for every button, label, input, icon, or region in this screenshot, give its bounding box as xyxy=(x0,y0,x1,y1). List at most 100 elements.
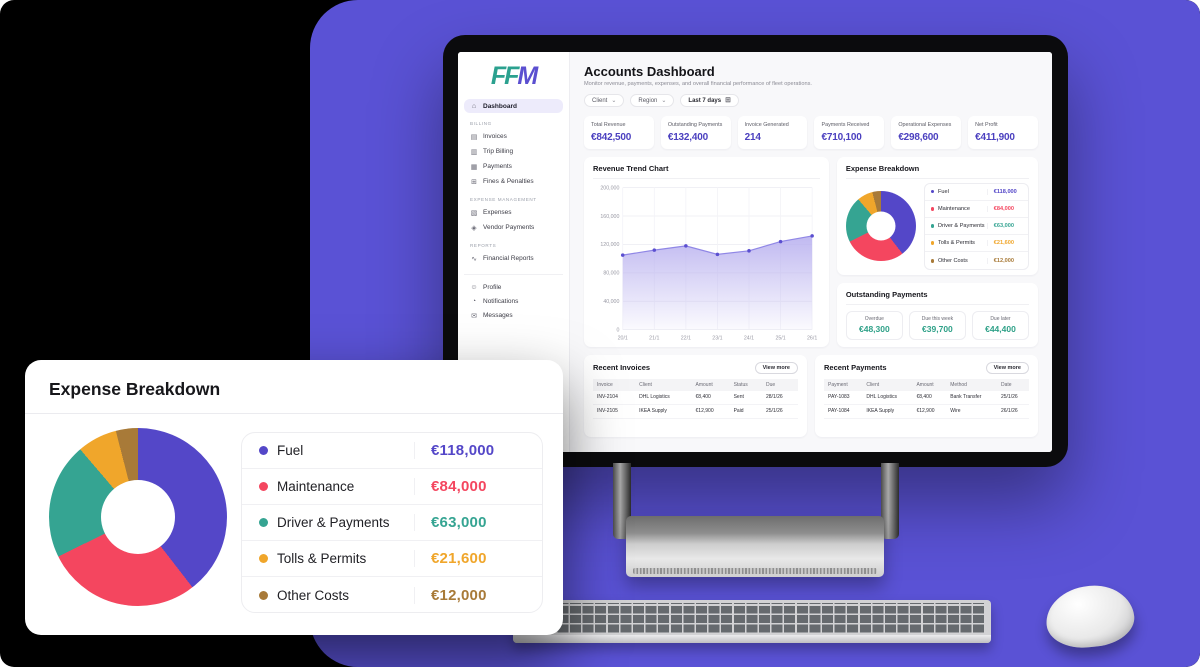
logo-part-purple: M xyxy=(517,62,538,90)
sidebar-item-invoices[interactable]: ▤ Invoices xyxy=(464,129,563,144)
legend-label: Other Costs xyxy=(277,587,350,603)
fines-penalties-icon: ⊞ xyxy=(471,178,477,186)
recent-invoices-card: Recent Invoices View more Invoice Client… xyxy=(584,354,807,437)
legend-value: €12,000 xyxy=(414,586,542,604)
svg-text:24/1: 24/1 xyxy=(744,335,754,341)
overdue-value: €48,300 xyxy=(859,323,890,334)
kpi-operational-expenses: Operational Expenses €298,600 xyxy=(891,116,962,149)
sidebar-item-label: Profile xyxy=(483,283,502,291)
keyboard-keys xyxy=(518,603,986,634)
cell: 25/1/26 xyxy=(996,390,1029,405)
kpi-value: €710,100 xyxy=(821,131,862,143)
dashboard-icon: ⌂ xyxy=(471,102,477,110)
kpi-label: Net Profit xyxy=(975,122,998,128)
sidebar-item-expenses[interactable]: ▧ Expenses xyxy=(464,205,563,220)
notifications-icon: ◔ xyxy=(471,297,477,305)
invoices-icon: ▤ xyxy=(470,133,478,141)
sidebar-item-financial-reports[interactable]: ∿ Financial Reports xyxy=(464,251,563,266)
profile-icon: ☺ xyxy=(470,283,478,291)
table-row[interactable]: PAY-1084 IKEA Supply €12,900 Wire 26/1/2… xyxy=(824,404,1029,419)
legend-value: €21,600 xyxy=(414,550,542,567)
kpi-net-profit: Net Profit €411,900 xyxy=(968,116,1038,149)
sidebar-item-profile[interactable]: ☺ Profile xyxy=(464,280,563,294)
svg-text:20/1: 20/1 xyxy=(618,335,628,341)
tolls-permits-dot xyxy=(259,554,268,563)
page-title: Accounts Dashboard xyxy=(584,64,715,79)
overdue-label: Overdue xyxy=(864,315,884,322)
expenses-icon: ▧ xyxy=(470,209,478,217)
kpi-invoice-generated: Invoice Generated 214 xyxy=(737,116,808,149)
messages-icon: ✉ xyxy=(471,312,477,320)
monitor-base xyxy=(626,516,884,577)
monitor-arm-right xyxy=(881,463,899,539)
sidebar-item-payments[interactable]: ▦ Payments xyxy=(464,159,563,174)
other-costs-dot xyxy=(930,259,935,263)
sidebar-item-label: Trip Billing xyxy=(483,148,514,155)
svg-text:25/1: 25/1 xyxy=(775,335,785,341)
legend-value: €84,000 xyxy=(986,205,1028,212)
sidebar-item-dashboard[interactable]: ⌂ Dashboard xyxy=(464,99,563,113)
kpi-payments-received: Payments Received €710,100 xyxy=(814,116,885,149)
kpi-value: 214 xyxy=(744,131,761,143)
driver-payments-dot xyxy=(259,518,268,527)
keyboard xyxy=(513,600,991,643)
legend-label: Tolls & Permits xyxy=(937,240,975,247)
popout-title: Expense Breakdown xyxy=(49,379,221,399)
legend-label: Tolls & Permits xyxy=(277,551,367,566)
recent-payments-title: Recent Payments xyxy=(824,363,887,372)
kpi-label: Outstanding Payments xyxy=(667,122,723,128)
invoices-view-more-button[interactable]: View more xyxy=(754,361,798,374)
cell: INV-2105 xyxy=(593,404,636,419)
driver-payments-dot xyxy=(930,224,935,228)
legend-row-fuel: Fuel €118,000 xyxy=(924,184,1028,201)
sidebar-item-label: Dashboard xyxy=(483,102,517,110)
sidebar-item-label: Payments xyxy=(483,163,512,170)
cell: DHL Logistics xyxy=(635,390,692,405)
expense-breakdown-popout-card: Expense Breakdown Fuel €118,000 Maintena… xyxy=(25,360,563,635)
vendor-payments-icon: ◈ xyxy=(471,224,477,232)
legend-label: Maintenance xyxy=(277,479,355,494)
popout-divider xyxy=(25,413,563,414)
col-amount: Amount xyxy=(691,378,730,391)
main-content: Accounts Dashboard Monitor revenue, paym… xyxy=(570,52,1052,452)
expense-legend: Fuel €118,000 Maintenance €84,000 Driver… xyxy=(923,182,1029,271)
col-date: Date xyxy=(996,378,1029,391)
table-row[interactable]: INV-2105 IKEA Supply €12,900 Paid 25/1/2… xyxy=(593,404,798,419)
sidebar-item-label: Invoices xyxy=(483,133,507,140)
base-vents xyxy=(633,568,877,574)
date-range-picker[interactable]: Last 7 days ⊞ xyxy=(680,94,739,107)
cell: €8,400 xyxy=(691,390,730,405)
cell: DHL Logistics xyxy=(862,390,913,405)
kpi-label: Total Revenue xyxy=(591,122,626,128)
legend-label: Driver & Payments xyxy=(277,515,390,530)
sidebar-item-fines-penalties[interactable]: ⊞ Fines & Penalties xyxy=(464,174,563,189)
sidebar-item-label: Messages xyxy=(483,312,513,319)
donut-hole xyxy=(866,211,896,241)
expense-breakdown-card: Expense Breakdown Fuel €118,000 Ma xyxy=(836,156,1038,275)
legend-value: €118,000 xyxy=(986,188,1028,195)
table-row[interactable]: PAY-1083 DHL Logistics €8,400 Bank Trans… xyxy=(824,390,1029,405)
cell: €12,900 xyxy=(691,404,730,419)
sidebar-item-vendor-payments[interactable]: ◈ Vendor Payments xyxy=(464,220,563,235)
sidebar-item-notifications[interactable]: ◔ Notifications xyxy=(464,294,563,308)
payments-icon: ▦ xyxy=(470,163,478,171)
legend-value: €12,000 xyxy=(986,257,1028,264)
legend-row-maintenance: Maintenance €84,000 xyxy=(924,201,1028,218)
expense-donut-chart xyxy=(845,191,916,262)
region-filter-dropdown[interactable]: Region ⌄ xyxy=(630,94,675,107)
client-filter-dropdown[interactable]: Client ⌄ xyxy=(584,94,625,107)
svg-text:0: 0 xyxy=(616,327,619,333)
table-row[interactable]: INV-2104 DHL Logistics €8,400 Sent 28/1/… xyxy=(593,390,798,405)
payments-view-more-button[interactable]: View more xyxy=(985,361,1029,374)
col-client: Client xyxy=(635,378,692,391)
legend-value: €84,000 xyxy=(414,478,542,495)
legend-row-driver-payments: Driver & Payments €63,000 xyxy=(242,505,542,541)
legend-label: Fuel xyxy=(937,188,949,195)
cell: IKEA Supply xyxy=(862,404,913,419)
sidebar-item-trip-billing[interactable]: ▥ Trip Billing xyxy=(464,144,563,159)
sidebar-item-messages[interactable]: ✉ Messages xyxy=(464,308,563,323)
date-range-label: Last 7 days xyxy=(688,97,722,104)
region-filter-label: Region xyxy=(638,97,658,104)
kpi-value: €411,900 xyxy=(975,131,1015,143)
